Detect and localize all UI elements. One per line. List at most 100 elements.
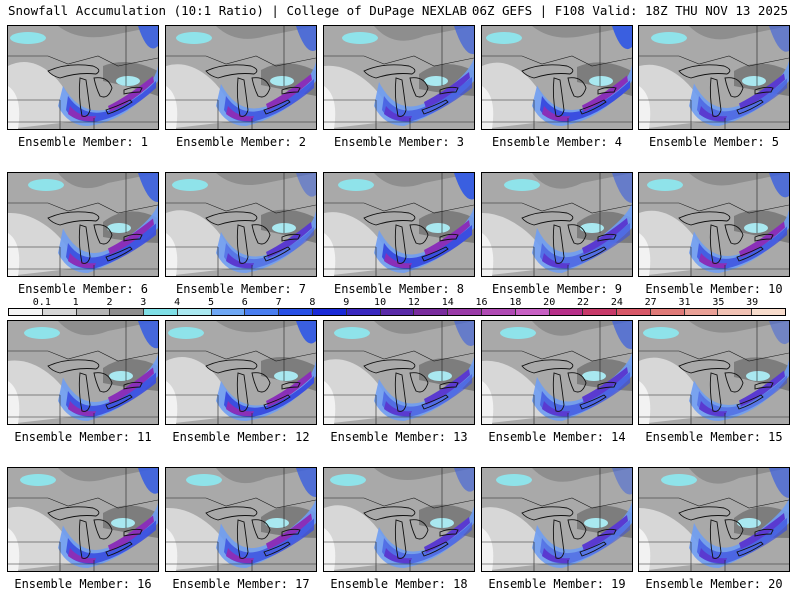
product-title: Snowfall Accumulation (10:1 Ratio) | Col…: [8, 3, 468, 18]
ensemble-map-panel: [165, 25, 317, 130]
colorbar-swatch: [245, 309, 280, 315]
snowfall-map: [639, 321, 789, 424]
colorbar-swatch: [380, 309, 415, 315]
ensemble-map-panel: [7, 320, 159, 425]
colorbar-tick-label: 5: [207, 297, 214, 308]
colorbar-tick-label: 12: [407, 297, 420, 308]
colorbar-tick-label: 14: [441, 297, 454, 308]
colorbar-tick-label: 20: [543, 297, 556, 308]
ensemble-map-panel: [323, 467, 475, 572]
snowfall-map: [8, 173, 158, 276]
snowfall-map: [482, 468, 632, 571]
ensemble-map-panel: [323, 25, 475, 130]
ensemble-map-panel: [638, 172, 790, 277]
ensemble-map-panel: [638, 320, 790, 425]
ensemble-member-label: Ensemble Member: 13: [330, 430, 468, 444]
ensemble-map-panel: [481, 467, 633, 572]
ensemble-map-panel: [7, 172, 159, 277]
snowfall-map: [639, 173, 789, 276]
colorbar-tick-label: 10: [374, 297, 387, 308]
ensemble-member-label: Ensemble Member: 11: [14, 430, 152, 444]
colorbar-tick-label: 7: [275, 297, 282, 308]
ensemble-member-label: Ensemble Member: 4: [491, 135, 623, 149]
colorbar-tick-label: 8: [309, 297, 316, 308]
colorbar-swatch: [144, 309, 178, 315]
snowfall-map: [482, 26, 632, 129]
ensemble-map-panel: [638, 467, 790, 572]
colorbar-tick-label: 22: [577, 297, 590, 308]
colorbar-swatch: [617, 309, 651, 315]
ensemble-map-panel: [165, 320, 317, 425]
ensemble-member-label: Ensemble Member: 14: [488, 430, 626, 444]
ensemble-map-panel: [638, 25, 790, 130]
colorbar-swatch: [110, 309, 145, 315]
ensemble-member-label: Ensemble Member: 2: [175, 135, 307, 149]
colorbar-swatch: [313, 309, 347, 315]
colorbar-swatch: [279, 309, 314, 315]
colorbar-tick-label: 1: [72, 297, 79, 308]
ensemble-member-label: Ensemble Member: 3: [333, 135, 465, 149]
ensemble-member-label: Ensemble Member: 20: [645, 577, 783, 591]
snowfall-map: [8, 26, 158, 129]
snowfall-map: [166, 321, 316, 424]
ensemble-member-label: Ensemble Member: 17: [172, 577, 310, 591]
ensemble-member-label: Ensemble Member: 15: [645, 430, 783, 444]
ensemble-map-panel: [7, 25, 159, 130]
ensemble-map-panel: [7, 467, 159, 572]
snowfall-map: [8, 468, 158, 571]
run-valid-time: 06Z GEFS | F108 Valid: 18Z THU NOV 13 20…: [471, 3, 788, 18]
colorbar-swatch: [414, 309, 449, 315]
colorbar-swatch: [684, 309, 719, 315]
colorbar-tick-label: 24: [610, 297, 623, 308]
colorbar-swatch: [481, 309, 516, 315]
ensemble-member-label: Ensemble Member: 9: [491, 282, 623, 296]
colorbar-swatches: [8, 308, 786, 316]
colorbar-tick-label: 9: [343, 297, 350, 308]
snowfall-map: [482, 321, 632, 424]
ensemble-member-label: Ensemble Member: 8: [333, 282, 465, 296]
colorbar-swatch: [42, 309, 77, 315]
ensemble-map-panel: [323, 320, 475, 425]
ensemble-map-panel: [165, 467, 317, 572]
ensemble-map-panel: [481, 25, 633, 130]
ensemble-member-label: Ensemble Member: 7: [175, 282, 307, 296]
colorbar-tick-label: 16: [475, 297, 488, 308]
colorbar-swatch: [9, 309, 43, 315]
colorbar-tick-label: 39: [746, 297, 759, 308]
colorbar-swatch: [515, 309, 550, 315]
snowfall-map: [639, 26, 789, 129]
colorbar-tick-label: 3: [140, 297, 147, 308]
ensemble-member-label: Ensemble Member: 10: [645, 282, 783, 296]
colorbar-tick-label: 0.1: [32, 297, 51, 308]
snowfall-map: [639, 468, 789, 571]
snowfall-map: [166, 173, 316, 276]
colorbar-tick-label: 27: [644, 297, 657, 308]
ensemble-map-panel: [323, 172, 475, 277]
ensemble-map-panel: [481, 172, 633, 277]
snowfall-map: [166, 468, 316, 571]
colorbar-swatch: [211, 309, 246, 315]
colorbar-swatch: [718, 309, 753, 315]
colorbar-swatch: [177, 309, 212, 315]
colorbar-swatch: [650, 309, 685, 315]
header: Snowfall Accumulation (10:1 Ratio) | Col…: [0, 0, 800, 22]
snowfall-map: [324, 173, 474, 276]
colorbar-swatch: [752, 309, 785, 315]
ensemble-member-label: Ensemble Member: 18: [330, 577, 468, 591]
colorbar-swatch: [346, 309, 381, 315]
snowfall-map: [8, 321, 158, 424]
colorbar-tick-label: 2: [106, 297, 113, 308]
snowfall-map: [166, 26, 316, 129]
colorbar-swatch: [76, 309, 111, 315]
snowfall-map: [324, 26, 474, 129]
colorbar-swatch: [583, 309, 618, 315]
ensemble-map-panel: [165, 172, 317, 277]
colorbar-tick-labels: 0.1 1 2 3 4 5 6 7 8 9 10 12 14 16 18 20 22 24 27 31 35 39: [8, 297, 786, 308]
colorbar-swatch: [549, 309, 584, 315]
colorbar-swatch: [448, 309, 482, 315]
ensemble-member-label: Ensemble Member: 19: [488, 577, 626, 591]
snowfall-colorbar: 0.1 1 2 3 4 5 6 7 8 9 10 12 14 16 18 20 22 24 27 31 35 39: [8, 297, 786, 317]
snowfall-map: [324, 468, 474, 571]
ensemble-member-label: Ensemble Member: 1: [17, 135, 149, 149]
ensemble-member-label: Ensemble Member: 6: [17, 282, 149, 296]
